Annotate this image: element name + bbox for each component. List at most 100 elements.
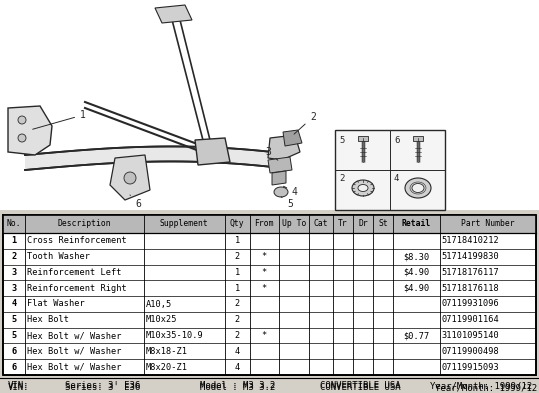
Text: 2: 2 [339, 174, 344, 183]
Text: 1: 1 [33, 110, 86, 129]
Text: 5: 5 [281, 197, 293, 209]
Text: Qty: Qty [230, 220, 245, 228]
Circle shape [18, 134, 26, 142]
Text: 6: 6 [130, 195, 141, 209]
Bar [3, 215, 536, 375]
Text: 6: 6 [394, 136, 399, 145]
Text: A10,5: A10,5 [146, 299, 172, 309]
Text: Hex Bolt w/ Washer: Hex Bolt w/ Washer [27, 331, 122, 340]
Text: 51718176118: 51718176118 [442, 284, 500, 293]
Text: 2: 2 [294, 112, 316, 134]
Text: Dr: Dr [358, 220, 368, 228]
Text: Tooth Washer: Tooth Washer [27, 252, 90, 261]
Text: $0.77: $0.77 [403, 331, 430, 340]
Polygon shape [272, 171, 286, 185]
Text: Series: 3' E36: Series: 3' E36 [65, 382, 140, 391]
Text: 2: 2 [11, 252, 17, 261]
Text: 1: 1 [234, 268, 240, 277]
Text: VIN:: VIN: [8, 384, 30, 393]
Text: CONVERTIBLE USA: CONVERTIBLE USA [320, 382, 400, 391]
Text: Cat: Cat [314, 220, 328, 228]
Polygon shape [195, 138, 230, 165]
Ellipse shape [352, 180, 374, 196]
Polygon shape [155, 5, 192, 23]
Text: $8.30: $8.30 [403, 252, 430, 261]
Text: 07119915093: 07119915093 [442, 363, 500, 372]
Text: 6: 6 [11, 363, 17, 372]
Polygon shape [268, 157, 292, 173]
Text: M8x20-Z1: M8x20-Z1 [146, 363, 188, 372]
Text: VIN:: VIN: [8, 382, 30, 391]
Text: $4.90: $4.90 [403, 268, 430, 277]
Polygon shape [283, 130, 302, 146]
Text: 3: 3 [265, 147, 278, 160]
Text: Flat Washer: Flat Washer [27, 299, 85, 309]
Text: 4: 4 [234, 363, 240, 372]
Text: 1: 1 [11, 236, 17, 245]
Text: Reinforcement Right: Reinforcement Right [27, 284, 127, 293]
Text: 51718176117: 51718176117 [442, 268, 500, 277]
Ellipse shape [412, 184, 424, 193]
Text: 51718410212: 51718410212 [442, 236, 500, 245]
Text: 07119901164: 07119901164 [442, 315, 500, 324]
Text: Retail: Retail [402, 220, 431, 228]
Text: 4: 4 [284, 186, 298, 197]
Text: 5: 5 [11, 315, 17, 324]
Text: $4.90: $4.90 [403, 284, 430, 293]
Text: M10x25: M10x25 [146, 315, 177, 324]
Text: *: * [262, 331, 267, 340]
Text: CONVERTIBLE USA: CONVERTIBLE USA [320, 384, 400, 393]
Circle shape [18, 116, 26, 124]
Text: St: St [378, 220, 388, 228]
Text: 4: 4 [394, 174, 399, 183]
Text: 3: 3 [11, 284, 17, 293]
Text: Year/Month: 1999/12: Year/Month: 1999/12 [435, 384, 537, 393]
Text: 3: 3 [11, 268, 17, 277]
Ellipse shape [358, 184, 368, 191]
Text: Year/Month: 1999/12: Year/Month: 1999/12 [430, 382, 532, 391]
Text: Hex Bolt w/ Washer: Hex Bolt w/ Washer [27, 347, 122, 356]
Text: 4: 4 [11, 299, 17, 309]
Text: M10x35-10.9: M10x35-10.9 [146, 331, 203, 340]
Text: 07119931096: 07119931096 [442, 299, 500, 309]
Text: 4: 4 [234, 347, 240, 356]
Circle shape [124, 172, 136, 184]
Text: Model : M3 3.2: Model : M3 3.2 [200, 382, 275, 391]
Bar [0, 0, 539, 210]
Text: 2: 2 [234, 252, 240, 261]
Text: 31101095140: 31101095140 [442, 331, 500, 340]
Text: Hex Bolt: Hex Bolt [27, 315, 69, 324]
Text: 6: 6 [11, 347, 17, 356]
Text: Series: 3' E36: Series: 3' E36 [65, 384, 140, 393]
Text: 2: 2 [234, 299, 240, 309]
Text: Up To: Up To [282, 220, 306, 228]
Text: From: From [254, 220, 274, 228]
Polygon shape [8, 106, 52, 155]
Text: 2: 2 [234, 315, 240, 324]
Text: 5: 5 [11, 331, 17, 340]
Text: *: * [262, 268, 267, 277]
Text: 1: 1 [234, 236, 240, 245]
Bar [3, 215, 536, 233]
Text: Cross Reinforcement: Cross Reinforcement [27, 236, 127, 245]
Ellipse shape [274, 187, 288, 197]
Bar [0, 378, 539, 393]
Polygon shape [268, 135, 300, 160]
Text: 5: 5 [339, 136, 344, 145]
Text: Model : M3 3.2: Model : M3 3.2 [200, 384, 275, 393]
Text: 2: 2 [234, 331, 240, 340]
Text: 51714199830: 51714199830 [442, 252, 500, 261]
Text: *: * [262, 284, 267, 293]
Text: Part Number: Part Number [461, 220, 515, 228]
Bar [413, 136, 423, 141]
Text: Hex Bolt w/ Washer: Hex Bolt w/ Washer [27, 363, 122, 372]
Bar [358, 136, 368, 141]
Text: No.: No. [7, 220, 22, 228]
Bar [335, 130, 445, 210]
Polygon shape [110, 155, 150, 200]
Text: Tr: Tr [338, 220, 348, 228]
Text: *: * [262, 252, 267, 261]
Text: 1: 1 [234, 284, 240, 293]
Text: M8x18-Z1: M8x18-Z1 [146, 347, 188, 356]
Text: Supplement: Supplement [160, 220, 209, 228]
